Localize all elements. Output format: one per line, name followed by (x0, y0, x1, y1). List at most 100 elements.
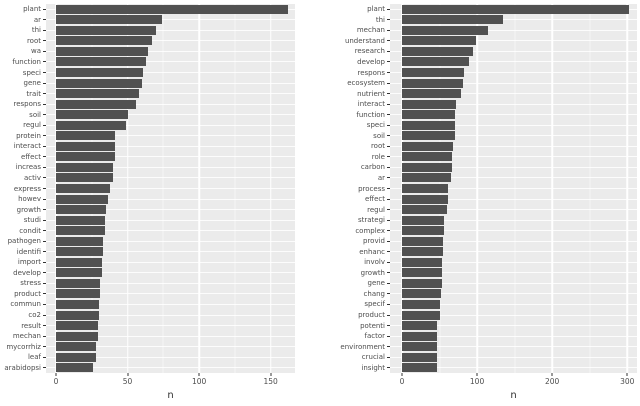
y-axis-tick-mark (387, 19, 390, 21)
gridline-horizontal (46, 367, 295, 369)
y-axis-tick-mark (43, 356, 46, 358)
bar-condit (56, 226, 105, 236)
gridline-horizontal (46, 240, 295, 242)
y-axis-tick-mark (43, 93, 46, 95)
y-axis-label: ar (33, 15, 41, 24)
bar-mechan (402, 25, 489, 35)
y-axis-label: trait (26, 89, 41, 98)
gridline-horizontal (390, 198, 637, 200)
gridline-horizontal (390, 103, 637, 105)
y-axis-tick-mark (43, 240, 46, 242)
y-axis-tick-mark (43, 29, 46, 31)
gridline-horizontal (46, 356, 295, 358)
bar-gene (402, 278, 442, 288)
y-axis-tick-mark (387, 356, 390, 358)
y-axis-label: thi (375, 15, 385, 24)
gridline-horizontal (46, 156, 295, 158)
y-axis-tick-mark (387, 335, 390, 337)
y-axis-tick-mark (387, 272, 390, 274)
gridline-horizontal (390, 293, 637, 295)
bar-trait (56, 89, 140, 99)
right-y-axis-labels: plant thi mechan understand research develop r… (320, 4, 387, 373)
y-axis-tick-mark (43, 282, 46, 284)
gridline-horizontal (390, 240, 637, 242)
y-axis-tick-mark (387, 156, 390, 158)
y-axis-tick-mark (43, 145, 46, 147)
y-axis-label: respons (357, 68, 386, 77)
y-axis-label: mechan (12, 332, 41, 341)
y-axis-tick-mark (387, 314, 390, 316)
y-axis-label: plant (23, 5, 41, 14)
y-axis-label: nutrient (357, 89, 385, 98)
y-axis-label: crucial (361, 353, 385, 362)
y-axis-tick-mark (387, 135, 390, 137)
gridline-major (626, 4, 628, 373)
y-axis-label: commun (10, 300, 41, 309)
gridline-horizontal (390, 29, 637, 31)
x-axis-tick-mark (626, 373, 628, 376)
y-axis-tick-mark (387, 8, 390, 10)
y-axis-tick-mark (387, 209, 390, 211)
gridline-minor (514, 4, 516, 373)
bar-root (402, 141, 454, 151)
y-axis-tick-mark (43, 177, 46, 179)
bar-product (402, 310, 440, 320)
bar-crucial (402, 352, 437, 362)
x-axis-tick-mark (551, 373, 553, 376)
y-axis-label: ar (377, 173, 385, 182)
y-axis-label: activ (24, 173, 41, 182)
y-axis-tick-mark (387, 40, 390, 42)
y-axis-label: process (358, 184, 385, 193)
bar-ar (402, 173, 451, 183)
y-axis-tick-mark (387, 230, 390, 232)
y-axis-tick-mark (387, 198, 390, 200)
y-axis-tick-mark (43, 251, 46, 253)
bar-respons (402, 68, 465, 78)
y-axis-label: enhanc (359, 247, 385, 256)
gridline-horizontal (390, 219, 637, 221)
y-axis-label: research (354, 47, 385, 56)
bar-wa (56, 46, 148, 56)
bar-root (56, 36, 152, 46)
gridline-horizontal (390, 50, 637, 52)
gridline-horizontal (46, 82, 295, 84)
bar-growth (56, 205, 107, 215)
y-axis-label: arabidopsi (4, 363, 41, 372)
y-axis-label: leaf (27, 353, 41, 362)
gridline-horizontal (390, 209, 637, 211)
y-axis-tick-mark (43, 103, 46, 105)
gridline-horizontal (390, 72, 637, 74)
bar-commun (56, 299, 99, 309)
y-axis-tick-mark (387, 367, 390, 369)
y-axis-tick-mark (387, 61, 390, 63)
y-axis-label: provid (363, 237, 385, 246)
y-axis-label: develop (13, 268, 41, 277)
gridline-horizontal (46, 40, 295, 42)
y-axis-label: speci (22, 68, 41, 77)
y-axis-tick-mark (43, 124, 46, 126)
bar-involv (402, 257, 442, 267)
y-axis-label: specif (364, 300, 385, 309)
y-axis-label: regul (23, 121, 41, 130)
y-axis-label: condit (19, 226, 41, 235)
y-axis-tick-mark (387, 166, 390, 168)
gridline-horizontal (390, 19, 637, 21)
y-axis-tick-mark (387, 29, 390, 31)
gridline-horizontal (390, 282, 637, 284)
bar-carbon (402, 162, 453, 172)
gridline-horizontal (390, 314, 637, 316)
bar-soil (56, 110, 128, 120)
gridline-horizontal (46, 29, 295, 31)
gridline-horizontal (46, 272, 295, 274)
y-axis-label: root (370, 142, 385, 151)
y-axis-label: root (26, 36, 41, 45)
bar-growth (402, 268, 442, 278)
y-axis-label: growth (16, 205, 41, 214)
gridline-minor (234, 4, 236, 373)
gridline-horizontal (46, 145, 295, 147)
bar-strategi (402, 215, 445, 225)
gridline-horizontal (390, 251, 637, 253)
y-axis-tick-mark (387, 177, 390, 179)
bar-import (56, 257, 102, 267)
